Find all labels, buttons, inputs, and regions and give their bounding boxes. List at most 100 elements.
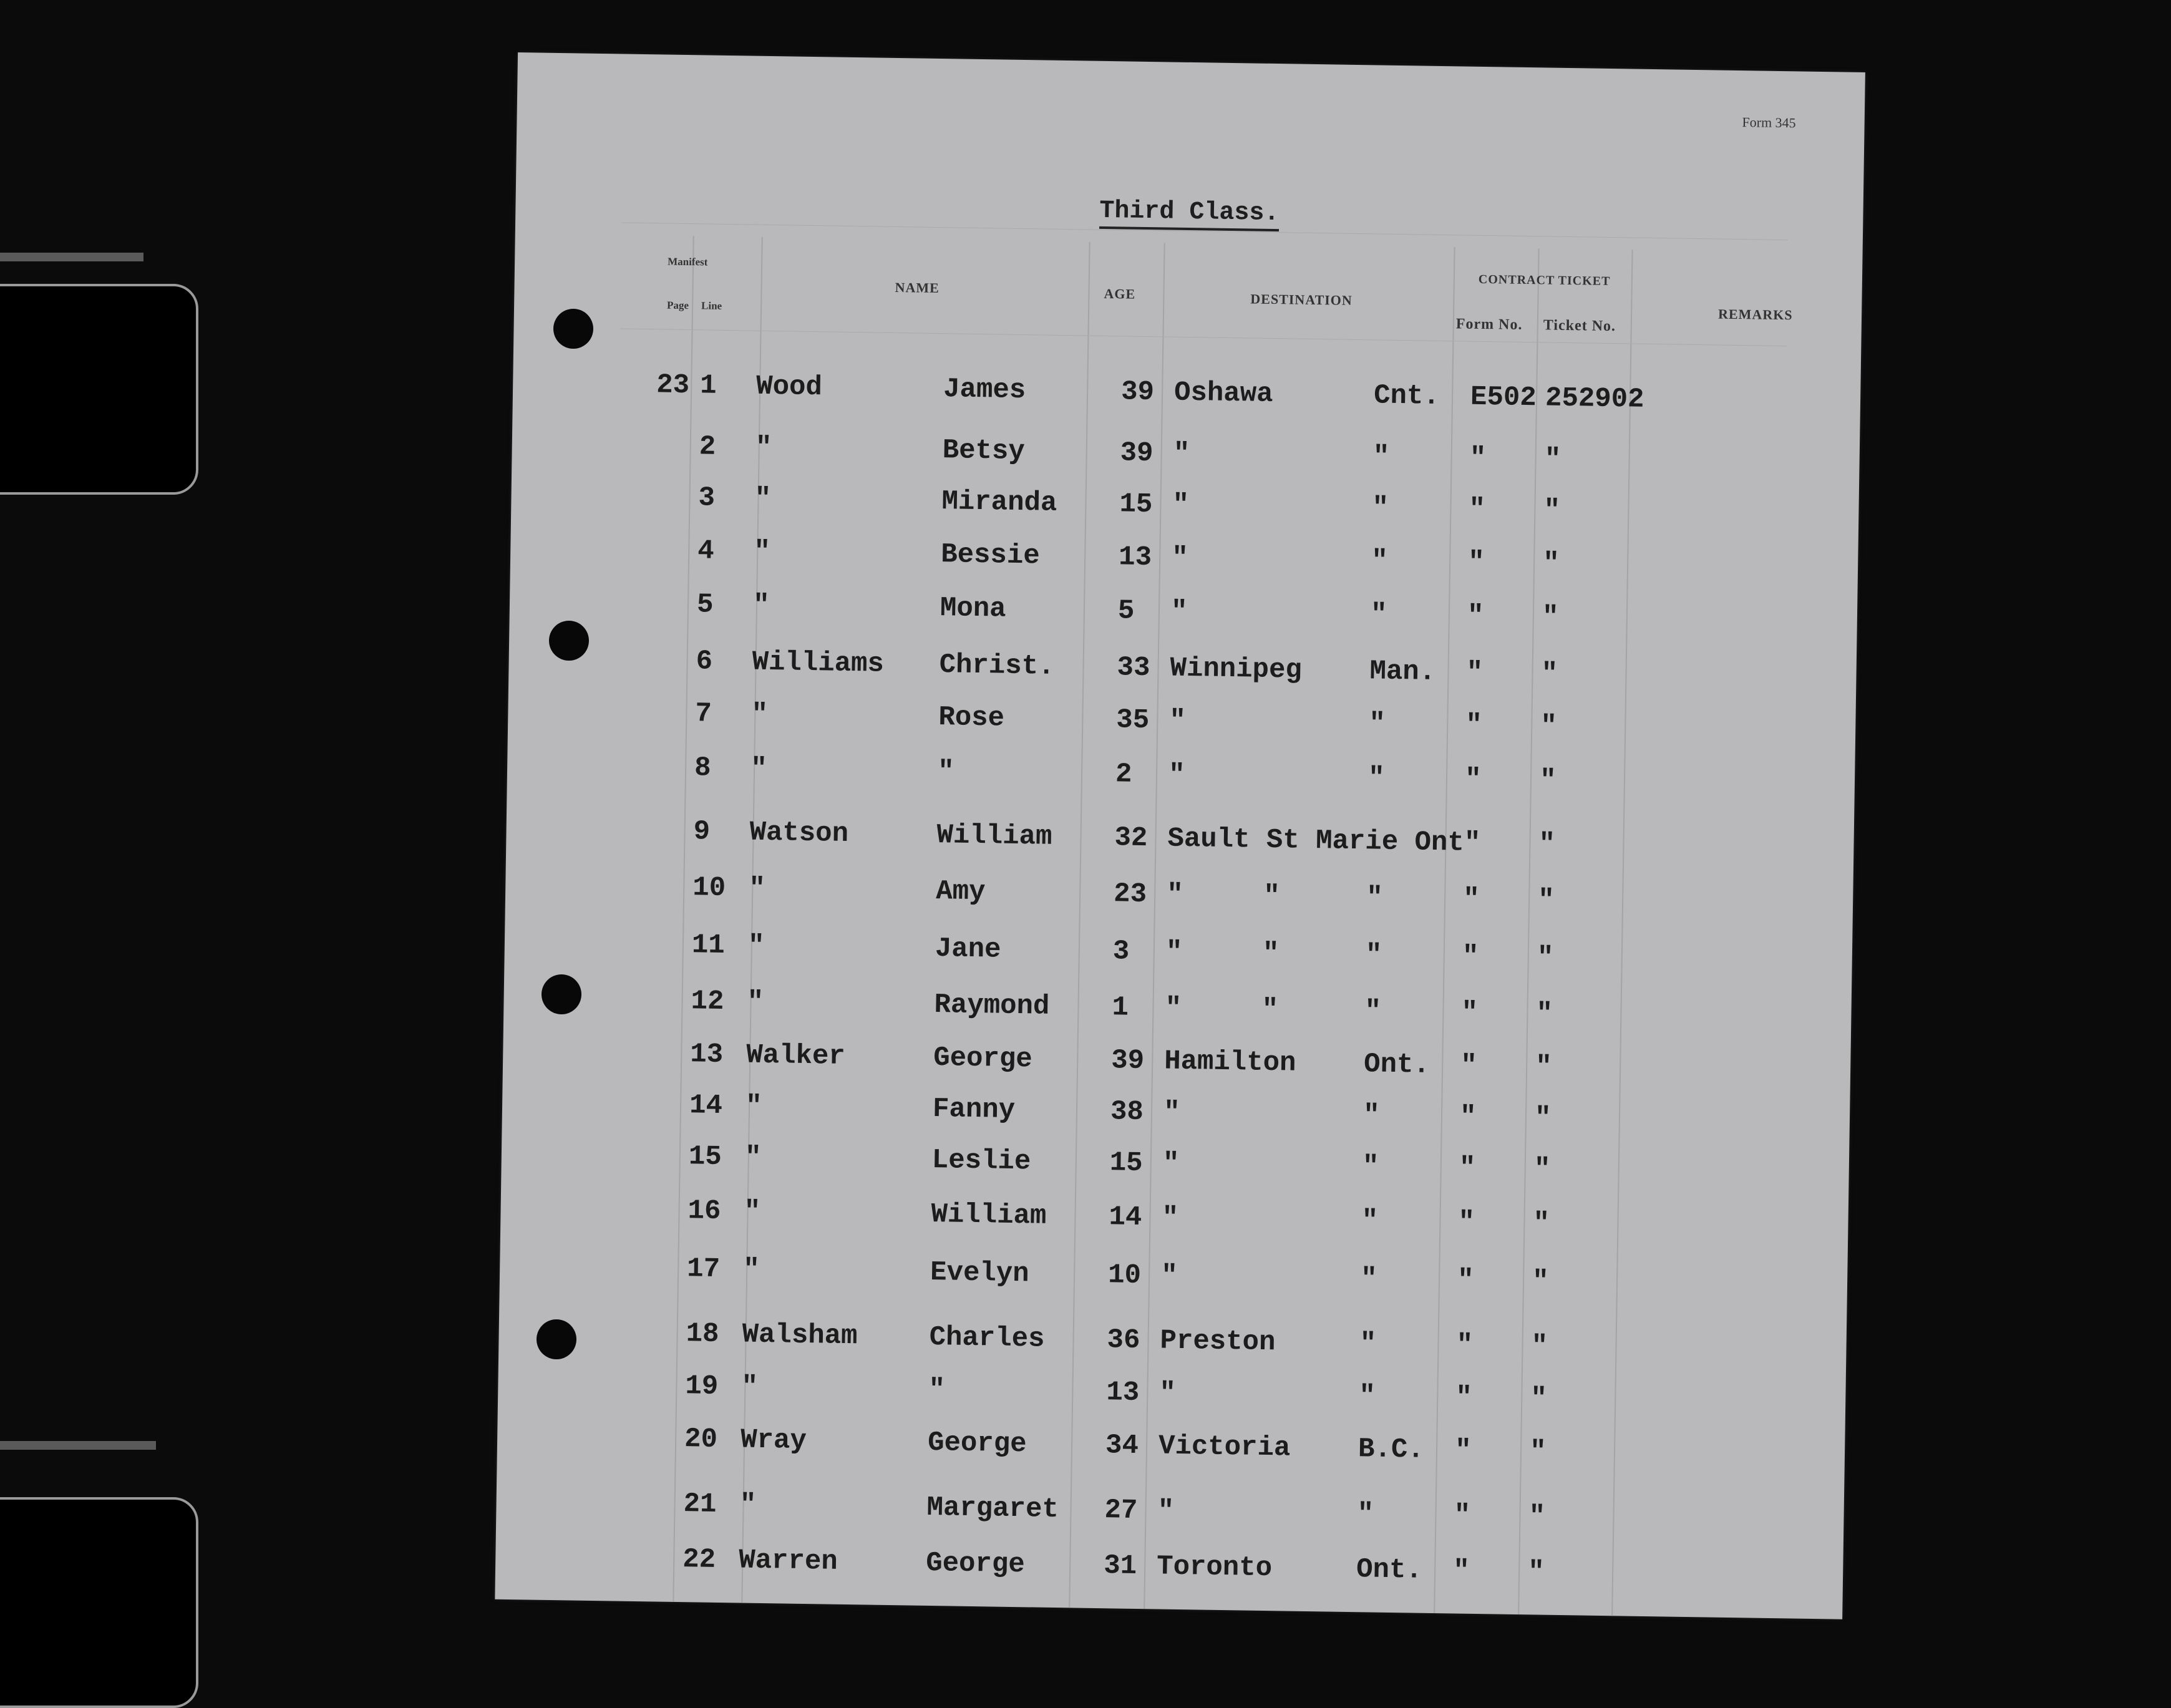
surname: " (739, 1489, 757, 1521)
table-row: 12 " Raymond 1 " " " " " (503, 983, 1852, 1041)
table-row: 22 Warren George 31 Toronto Ont. " " (495, 1541, 1843, 1599)
age: 33 (1117, 652, 1150, 684)
form-number: " (1454, 1435, 1472, 1467)
line-number: 9 (693, 816, 711, 848)
destination-city: " (1158, 1377, 1177, 1409)
surname: " (753, 536, 771, 568)
given-name: Bessie (940, 539, 1041, 572)
surname: Wray (740, 1424, 807, 1457)
given-name: Rose (938, 702, 1005, 734)
surname: " (747, 930, 765, 962)
form-number: " (1462, 941, 1479, 973)
table-row: 13 Walker George 39 Hamilton Ont. " " (503, 1036, 1851, 1094)
table-row: 4 " Bessie 13 " " " " (510, 533, 1858, 590)
table-row: 23 1 Wood James 39 Oshawa Cnt. E502 252902 (513, 367, 1861, 425)
age: 2 (1115, 759, 1132, 790)
ticket-number: " (1536, 998, 1553, 1030)
line-number: 3 (698, 482, 716, 514)
film-edge-tab (0, 1497, 198, 1708)
province: " (1358, 1380, 1376, 1412)
destination-city: " (1165, 992, 1182, 1024)
province: Cnt. (1373, 380, 1440, 412)
age: 15 (1119, 488, 1153, 521)
surname: Williams (752, 646, 885, 680)
given-name: " (928, 1374, 946, 1406)
province: B.C. (1357, 1434, 1425, 1466)
form-number: " (1456, 1329, 1474, 1361)
form-number: " (1455, 1382, 1473, 1414)
table-row: 17 " Evelyn 10 " " " " (500, 1251, 1848, 1308)
header-age: Age (1104, 285, 1136, 302)
age: 13 (1118, 541, 1152, 574)
manifest-page: Form 345 Third Class. Manifest Page Line… (495, 52, 1865, 1619)
age: 35 (1115, 704, 1150, 737)
line-number: 16 (687, 1195, 721, 1228)
ticket-number: " (1528, 1501, 1546, 1533)
table-row: 21 " Margaret 27 " " " " (496, 1486, 1844, 1543)
film-scratch (0, 253, 143, 261)
given-name: Betsy (942, 435, 1026, 468)
destination-city: Oshawa (1173, 377, 1273, 410)
form-number: " (1469, 442, 1487, 475)
age: 34 (1105, 1430, 1139, 1462)
line-number: 19 (685, 1371, 719, 1402)
header-contract-ticket: Contract Ticket (1478, 272, 1611, 288)
given-name: Miranda (941, 486, 1057, 519)
punch-hole (542, 974, 581, 1014)
line-number: 7 (695, 698, 712, 730)
given-name: George (933, 1042, 1033, 1075)
line-number: 15 (688, 1141, 722, 1173)
age: 23 (1113, 878, 1147, 911)
given-name: Charles (929, 1321, 1045, 1355)
surname: " (742, 1254, 760, 1286)
line-number: 20 (684, 1424, 718, 1455)
province: " (1364, 996, 1382, 1027)
given-name: Amy (935, 876, 986, 908)
line-number: 13 (689, 1039, 724, 1071)
province: Man. (1369, 656, 1436, 688)
age: 36 (1107, 1324, 1140, 1356)
province: " (1360, 1263, 1377, 1295)
table-row: 9 Watson William 32 Sault St Marie Ont" " (506, 813, 1854, 871)
ticket-number: " (1538, 828, 1556, 860)
ticket-number: " (1543, 495, 1561, 526)
ticket-number: " (1532, 1266, 1549, 1298)
table-row: 11 " Jane 3 " " " " " (504, 927, 1852, 984)
ticket-number: " (1537, 942, 1554, 974)
ticket-number: 252902 (1545, 382, 1644, 415)
header-form-no: Form No. (1455, 316, 1523, 333)
ticket-number: " (1541, 658, 1558, 690)
given-name: Jane (935, 933, 1001, 966)
destination-city: Toronto (1156, 1551, 1273, 1584)
header-manifest: Manifest (668, 255, 708, 268)
ticket-number: " (1533, 1153, 1551, 1185)
age: 39 (1110, 1045, 1145, 1077)
province: " (1370, 599, 1387, 631)
surname: " (748, 873, 766, 905)
destination-city: Winnipeg (1170, 653, 1303, 686)
table-row: 19 " " 13 " " " " (498, 1368, 1846, 1425)
form-number: " (1469, 493, 1486, 526)
province: Ont. (1363, 1049, 1430, 1081)
form-number: Form 345 (1742, 114, 1796, 131)
line-number: 4 (697, 535, 715, 567)
age: 27 (1104, 1495, 1138, 1526)
ticket-number: " (1530, 1383, 1548, 1415)
line-number: 1 (699, 370, 717, 402)
table-row: 6 Williams Christ. 33 Winnipeg Man. " " (508, 643, 1857, 701)
given-name: James (943, 374, 1026, 407)
form-number: " (1454, 1500, 1471, 1531)
age: 1 (1112, 992, 1129, 1024)
line-number: 21 (683, 1488, 717, 1520)
surname: Warren (738, 1545, 838, 1578)
given-name: William (931, 1199, 1047, 1232)
surname: Wood (755, 371, 823, 404)
province: " (1365, 939, 1382, 971)
destination-city: Victoria (1158, 1430, 1291, 1464)
line-number: 2 (699, 431, 716, 463)
age: 32 (1114, 822, 1148, 855)
table-row: 14 " Fanny 38 " " " " (502, 1087, 1850, 1145)
page-title: Third Class. (515, 188, 1863, 236)
age: 13 (1105, 1377, 1140, 1409)
surname: " (747, 986, 764, 1018)
